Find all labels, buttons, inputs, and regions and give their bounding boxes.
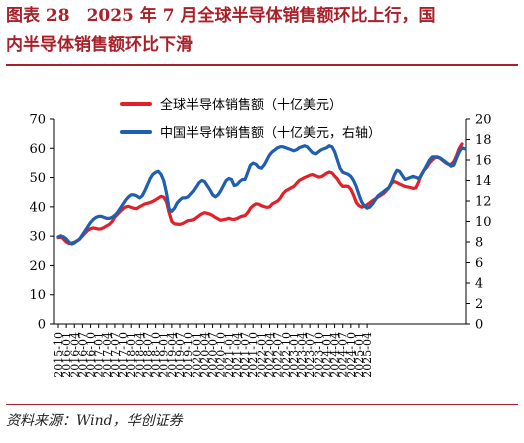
global-sales-line — [56, 142, 464, 246]
x-tick-label: 2023-01 — [288, 332, 301, 378]
x-tick-label: 2018-10 — [150, 332, 163, 378]
line-chart: 010203040506070024681012141618202015-102… — [29, 97, 491, 378]
x-tick-label: 2022-01 — [255, 332, 268, 378]
left-tick-label: 20 — [29, 259, 46, 274]
chart-title-line-2: 内半导体销售额环比下滑 — [6, 35, 193, 55]
x-tick-label: 2019-07 — [174, 332, 187, 378]
legend-label: 全球半导体销售额（十亿美元） — [160, 97, 342, 113]
left-tick-label: 60 — [29, 142, 46, 157]
left-tick-label: 40 — [29, 200, 46, 215]
x-tick-label: 2021-04 — [231, 332, 244, 378]
x-tick-label: 2016-07 — [76, 332, 89, 378]
x-tick-label: 2019-10 — [182, 332, 195, 378]
right-tick-label: 18 — [475, 133, 492, 148]
x-tick-label: 2016-10 — [85, 332, 98, 378]
x-tick-label: 2025-04 — [361, 332, 374, 378]
right-tick-label: 20 — [475, 113, 492, 128]
title-divider — [6, 64, 518, 66]
x-tick-label: 2018-01 — [125, 332, 138, 378]
right-tick-label: 14 — [475, 174, 492, 189]
x-tick-label: 2016-01 — [60, 332, 73, 378]
chart-legend: 全球半导体销售额（十亿美元） 中国半导体销售额（十亿美元，右轴） — [120, 97, 381, 141]
left-tick-label: 70 — [29, 113, 46, 128]
legend-item-global: 全球半导体销售额（十亿美元） — [120, 97, 342, 113]
left-tick-label: 0 — [38, 318, 46, 333]
x-tick-label: 2024-07 — [337, 332, 350, 378]
x-tick-label: 2025-01 — [353, 332, 366, 378]
x-tick-label: 2023-10 — [312, 332, 325, 378]
right-tick-label: 8 — [475, 236, 483, 251]
x-tick-label: 2024-01 — [320, 332, 333, 378]
right-tick-label: 6 — [475, 256, 483, 271]
x-tick-label: 2022-10 — [280, 332, 293, 378]
left-tick-label: 10 — [29, 288, 46, 303]
legend-item-china: 中国半导体销售额（十亿美元，右轴） — [120, 125, 381, 141]
x-tick-label: 2018-04 — [133, 332, 146, 378]
right-tick-label: 4 — [475, 277, 483, 292]
x-tick-label: 2018-07 — [141, 332, 154, 378]
left-tick-label: 50 — [29, 171, 46, 186]
right-tick-label: 2 — [475, 297, 483, 312]
x-tick-label: 2017-04 — [101, 332, 114, 378]
right-tick-label: 0 — [475, 318, 483, 333]
x-tick-label: 2022-07 — [272, 332, 285, 378]
x-tick-label: 2021-01 — [223, 332, 236, 378]
x-tick-label: 2017-10 — [117, 332, 130, 378]
left-tick-label: 30 — [29, 230, 46, 245]
x-tick-label: 2016-04 — [68, 332, 81, 378]
x-tick-label: 2022-04 — [263, 332, 276, 378]
china-sales-line — [56, 144, 467, 246]
chart-title: 图表 28 2025 年 7 月全球半导体销售额环比上行，国 内半导体销售额环比… — [6, 2, 518, 60]
x-tick-label: 2020-10 — [215, 332, 228, 378]
source-note: 资料来源：Wind，华创证券 — [6, 413, 183, 429]
x-tick-label: 2024-10 — [345, 332, 358, 378]
x-tick-label: 2017-07 — [109, 332, 122, 378]
x-tick-label: 2015-10 — [52, 332, 65, 378]
right-tick-label: 12 — [475, 195, 492, 210]
x-tick-label: 2021-07 — [239, 332, 252, 378]
x-tick-label: 2021-10 — [247, 332, 260, 378]
x-tick-label: 2019-01 — [158, 332, 171, 378]
chart-title-line-1: 图表 28 2025 年 7 月全球半导体销售额环比上行，国 — [6, 6, 436, 26]
x-tick-label: 2020-07 — [207, 332, 220, 378]
x-tick-label: 2023-07 — [304, 332, 317, 378]
source-divider — [6, 404, 518, 405]
x-tick-label: 2019-04 — [166, 332, 179, 378]
x-tick-label: 2020-04 — [198, 332, 211, 378]
chart-axes: 010203040506070024681012141618202015-102… — [29, 113, 491, 378]
x-tick-label: 2024-04 — [329, 332, 342, 378]
x-tick-label: 2017-01 — [93, 332, 106, 378]
right-tick-label: 10 — [475, 215, 492, 230]
legend-label: 中国半导体销售额（十亿美元，右轴） — [160, 125, 381, 141]
right-tick-label: 16 — [475, 154, 492, 169]
x-tick-label: 2023-04 — [296, 332, 309, 378]
chart-series — [56, 142, 467, 246]
x-tick-label: 2020-01 — [190, 332, 203, 378]
